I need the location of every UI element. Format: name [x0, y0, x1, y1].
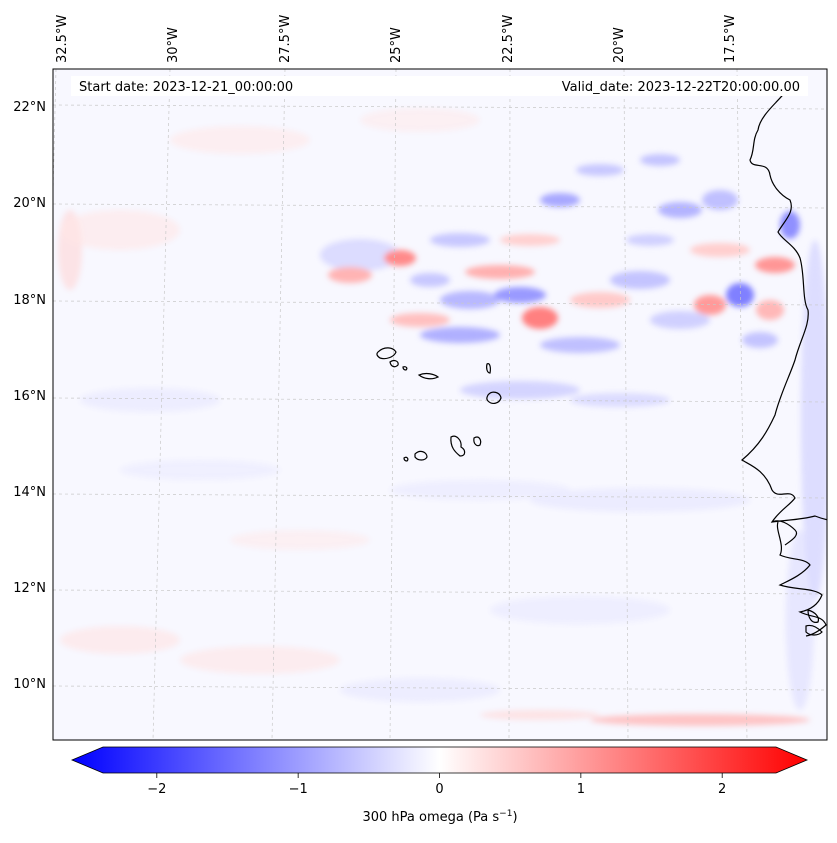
colorbar-label: 300 hPa omega (Pa s−1) — [362, 809, 517, 825]
colorbar-tick-label: −2 — [147, 782, 166, 797]
lat-label-12n: 12°N — [13, 581, 46, 596]
map-panel: Start date: 2023-12-21_00:00:00 Valid_da… — [52, 68, 828, 741]
lat-label-18n: 18°N — [13, 293, 46, 308]
longitude-labels: 32.5°W 30°W 27.5°W 25°W 22.5°W 20°W 17.5… — [55, 15, 738, 63]
island-sal — [486, 363, 491, 374]
lon-label-17.5w: 17.5°W — [723, 15, 738, 63]
island-santiago — [450, 435, 466, 457]
omega-field — [58, 108, 827, 726]
colorbar: −2 −1 0 1 2 300 hPa omega (Pa s−1) — [70, 746, 809, 825]
start-date-label: Start date: 2023-12-21_00:00:00 — [79, 80, 293, 95]
lat-label-22n: 22°N — [13, 100, 46, 115]
lon-label-25w: 25°W — [389, 27, 404, 63]
lon-label-22.5w: 22.5°W — [501, 15, 516, 63]
lon-label-30w: 30°W — [166, 27, 181, 63]
colorbar-gradient — [70, 746, 809, 774]
island-brava — [403, 456, 409, 462]
lon-label-20w: 20°W — [612, 27, 627, 63]
map-frame — [52, 68, 828, 741]
island-maio — [473, 436, 482, 447]
colorbar-ticks: −2 −1 0 1 2 — [147, 773, 726, 797]
lat-label-20n: 20°N — [13, 196, 46, 211]
island-boa-vista — [486, 391, 502, 404]
africa-coastline — [740, 91, 827, 637]
latitude-labels: 22°N 20°N 18°N 16°N 14°N 12°N 10°N — [13, 100, 46, 692]
lon-label-32.5w: 32.5°W — [55, 15, 70, 63]
lat-label-14n: 14°N — [13, 485, 46, 500]
island-sao-vicente — [389, 359, 399, 368]
island-fogo — [414, 450, 428, 461]
colorbar-tick-label: 0 — [435, 782, 443, 797]
island-santo-antao — [376, 347, 397, 360]
valid-date-label: Valid_date: 2023-12-22T20:00:00.00 — [562, 80, 800, 95]
coastlines — [740, 91, 827, 637]
graticule — [53, 69, 827, 740]
colorbar-tick-label: 2 — [718, 782, 726, 797]
colorbar-tick-label: 1 — [577, 782, 585, 797]
cape-verde-islands — [376, 347, 502, 462]
island-santa-luzia — [402, 366, 408, 371]
island-sao-nicolau — [417, 372, 440, 380]
date-annotations: Start date: 2023-12-21_00:00:00 Valid_da… — [71, 76, 808, 96]
lat-label-10n: 10°N — [13, 677, 46, 692]
colorbar-tick-label: −1 — [289, 782, 308, 797]
lat-label-16n: 16°N — [13, 389, 46, 404]
date-box — [71, 76, 808, 96]
lon-label-27.5w: 27.5°W — [278, 15, 293, 63]
